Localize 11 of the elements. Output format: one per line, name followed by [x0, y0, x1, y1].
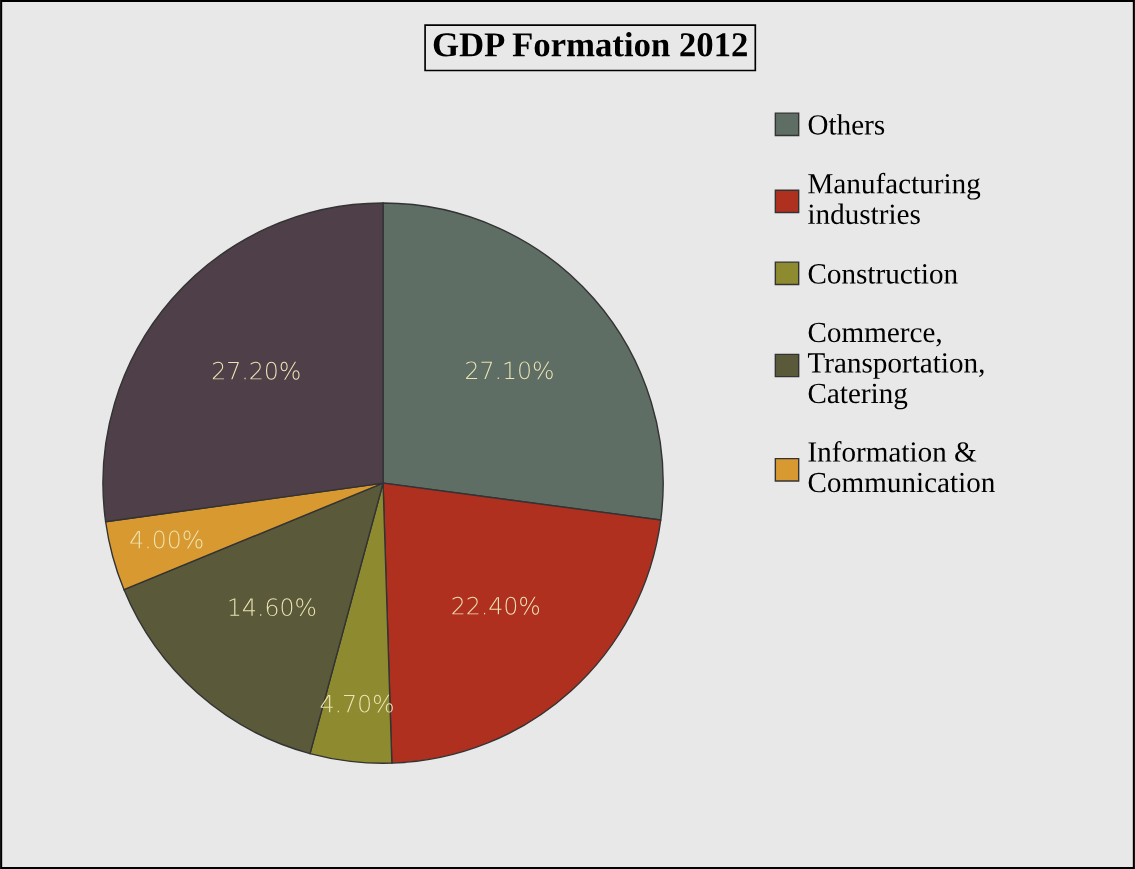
legend-label: Manufacturing industries: [808, 172, 981, 225]
legend-label: Commerce, Transportation, Catering: [807, 322, 984, 410]
chart-title: GDP Formation 2012: [433, 32, 747, 57]
data-label: 27.20%: [212, 361, 300, 380]
legend-label: Information & Communication: [808, 441, 995, 493]
data-label: 27.10%: [466, 361, 553, 380]
data-label: 4.00%: [130, 530, 203, 549]
legend-label: Others: [808, 114, 885, 135]
data-label: 22.40%: [452, 596, 540, 615]
legend-label: Construction: [808, 264, 958, 284]
data-label: 14.60%: [229, 598, 316, 617]
